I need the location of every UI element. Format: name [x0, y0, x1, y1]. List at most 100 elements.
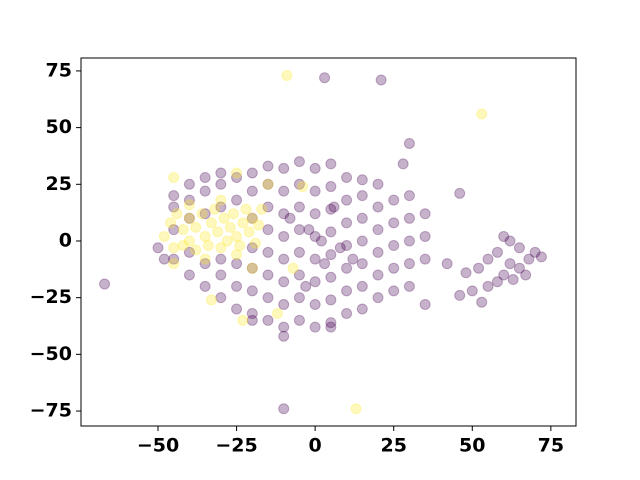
point: [215, 292, 227, 304]
point: [262, 269, 274, 281]
x-tick-label: −25: [215, 435, 257, 457]
point: [319, 72, 331, 84]
point: [278, 403, 290, 415]
point: [202, 240, 214, 252]
point: [158, 230, 170, 242]
point: [293, 224, 305, 236]
point: [231, 280, 243, 292]
point: [466, 285, 478, 297]
point: [209, 203, 221, 215]
point: [278, 230, 290, 242]
point: [504, 235, 516, 247]
point: [246, 262, 258, 274]
point: [325, 249, 337, 261]
point: [262, 246, 274, 258]
point: [303, 224, 315, 236]
x-tick-label: 75: [538, 435, 564, 457]
point: [297, 181, 309, 193]
point: [300, 280, 312, 292]
point: [293, 156, 305, 168]
point: [482, 280, 494, 292]
point: [262, 201, 274, 213]
point: [309, 208, 321, 220]
point: [231, 249, 243, 261]
point: [231, 303, 243, 315]
point: [183, 178, 195, 190]
point: [419, 298, 431, 310]
point: [183, 212, 195, 224]
point: [183, 269, 195, 281]
point: [246, 314, 258, 326]
point: [168, 171, 180, 183]
x-tick-label: 0: [309, 435, 322, 457]
point: [196, 208, 208, 220]
point: [403, 258, 415, 270]
point: [491, 276, 503, 288]
y-tick-label: −75: [30, 400, 72, 422]
point: [325, 203, 337, 215]
point: [309, 162, 321, 174]
point: [293, 269, 305, 281]
point: [341, 262, 353, 274]
point: [199, 171, 211, 183]
point: [341, 194, 353, 206]
point: [278, 330, 290, 342]
point: [293, 178, 305, 190]
point: [278, 185, 290, 197]
point: [231, 230, 243, 242]
point: [215, 253, 227, 265]
point: [309, 298, 321, 310]
point: [234, 240, 246, 252]
point: [356, 303, 368, 315]
point: [388, 240, 400, 252]
point: [293, 246, 305, 258]
point: [256, 203, 268, 215]
point: [262, 178, 274, 190]
point: [403, 235, 415, 247]
point: [240, 203, 252, 215]
point: [231, 167, 243, 179]
point: [325, 317, 337, 329]
point: [372, 246, 384, 258]
point: [309, 253, 321, 265]
point: [262, 292, 274, 304]
y-tick-label: 50: [46, 116, 72, 138]
point: [498, 269, 510, 281]
point: [168, 242, 180, 254]
point: [356, 212, 368, 224]
point: [99, 278, 111, 290]
point: [212, 226, 224, 238]
point: [325, 321, 337, 333]
point: [309, 321, 321, 333]
point: [325, 158, 337, 170]
point: [287, 262, 299, 274]
point: [347, 253, 359, 265]
point: [227, 208, 239, 220]
point: [372, 224, 384, 236]
point: [334, 242, 346, 254]
point: [325, 181, 337, 193]
point: [215, 269, 227, 281]
point: [293, 314, 305, 326]
point: [221, 235, 233, 247]
y-tick-label: −50: [30, 343, 72, 365]
point: [341, 308, 353, 320]
point: [168, 190, 180, 202]
point: [246, 262, 258, 274]
point: [315, 235, 327, 247]
point: [205, 294, 217, 306]
point: [325, 226, 337, 238]
point: [177, 240, 189, 252]
point: [231, 171, 243, 183]
point: [158, 253, 170, 265]
point: [372, 269, 384, 281]
point: [262, 178, 274, 190]
point: [278, 208, 290, 220]
point: [507, 274, 519, 286]
point: [441, 258, 453, 270]
point: [356, 235, 368, 247]
point: [529, 246, 541, 258]
point: [183, 194, 195, 206]
point: [246, 185, 258, 197]
